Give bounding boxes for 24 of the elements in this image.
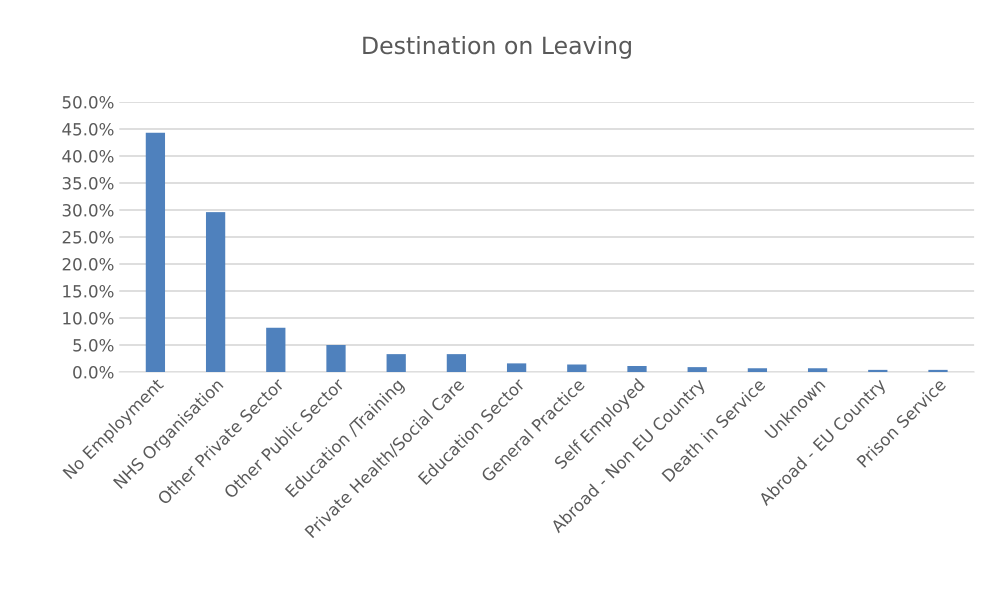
bar — [326, 345, 346, 372]
bar — [446, 354, 466, 372]
y-tick-label: 35.0% — [62, 176, 114, 190]
y-tick-label: 15.0% — [63, 284, 114, 298]
bar — [688, 367, 707, 372]
chart-title: Destination on Leaving — [363, 36, 631, 59]
y-tick-label: 50.0% — [62, 96, 114, 109]
bar — [506, 363, 526, 372]
y-tick-label: 30.0% — [62, 204, 114, 217]
y-tick-label: 40.0% — [62, 150, 114, 163]
y-tick-label: 5.0% — [73, 338, 114, 352]
bar — [567, 364, 586, 372]
bar — [146, 132, 166, 372]
bar — [808, 368, 828, 372]
bar — [386, 354, 406, 372]
y-tick-label: 10.0% — [63, 312, 114, 325]
y-tick-label: 25.0% — [62, 230, 114, 244]
y-tick-label: 45.0% — [62, 122, 114, 136]
bar — [266, 328, 286, 372]
y-tick-label: 20.0% — [62, 258, 114, 271]
bar — [206, 212, 226, 372]
y-tick-label: 0.0% — [73, 366, 114, 379]
bar — [748, 368, 768, 372]
bar — [627, 366, 647, 372]
